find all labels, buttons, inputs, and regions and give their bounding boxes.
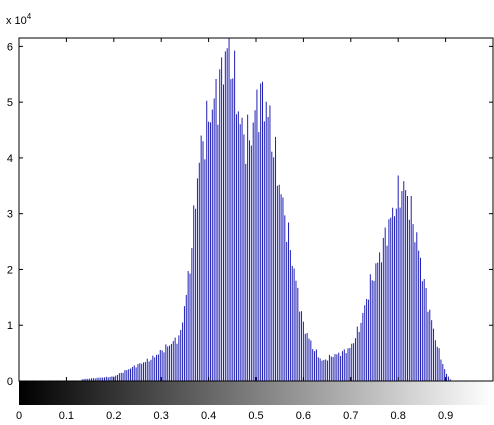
grayscale-colorbar bbox=[19, 381, 493, 405]
x-tick-label: 0.2 bbox=[106, 410, 121, 422]
histogram-bars bbox=[81, 38, 451, 381]
y-tick-label: 0 bbox=[7, 376, 13, 388]
x-tick-label: 0.8 bbox=[391, 410, 406, 422]
y-axis: 0 1 2 3 4 5 6 bbox=[7, 41, 493, 388]
x-tick-label: 0.6 bbox=[296, 410, 311, 422]
x-tick-label: 0 bbox=[16, 410, 22, 422]
x-tick-label: 0.3 bbox=[154, 410, 169, 422]
y-exponent-label: x 104 bbox=[6, 12, 32, 27]
y-tick-label: 5 bbox=[7, 97, 13, 109]
x-tick-label: 0.7 bbox=[343, 410, 358, 422]
x-tick-label: 0.1 bbox=[59, 410, 74, 422]
x-tick-label: 0.5 bbox=[248, 410, 263, 422]
x-tick-label: 0.9 bbox=[438, 410, 453, 422]
y-tick-label: 6 bbox=[7, 41, 13, 53]
x-tick-label: 0.4 bbox=[201, 410, 216, 422]
y-tick-label: 1 bbox=[7, 320, 13, 332]
x-axis: 0 0.1 0.2 0.3 0.4 0.5 0.6 0.7 0.8 0.9 bbox=[16, 38, 453, 422]
y-tick-label: 3 bbox=[7, 209, 13, 221]
y-tick-label: 4 bbox=[7, 153, 13, 165]
y-tick-label: 2 bbox=[7, 264, 13, 276]
